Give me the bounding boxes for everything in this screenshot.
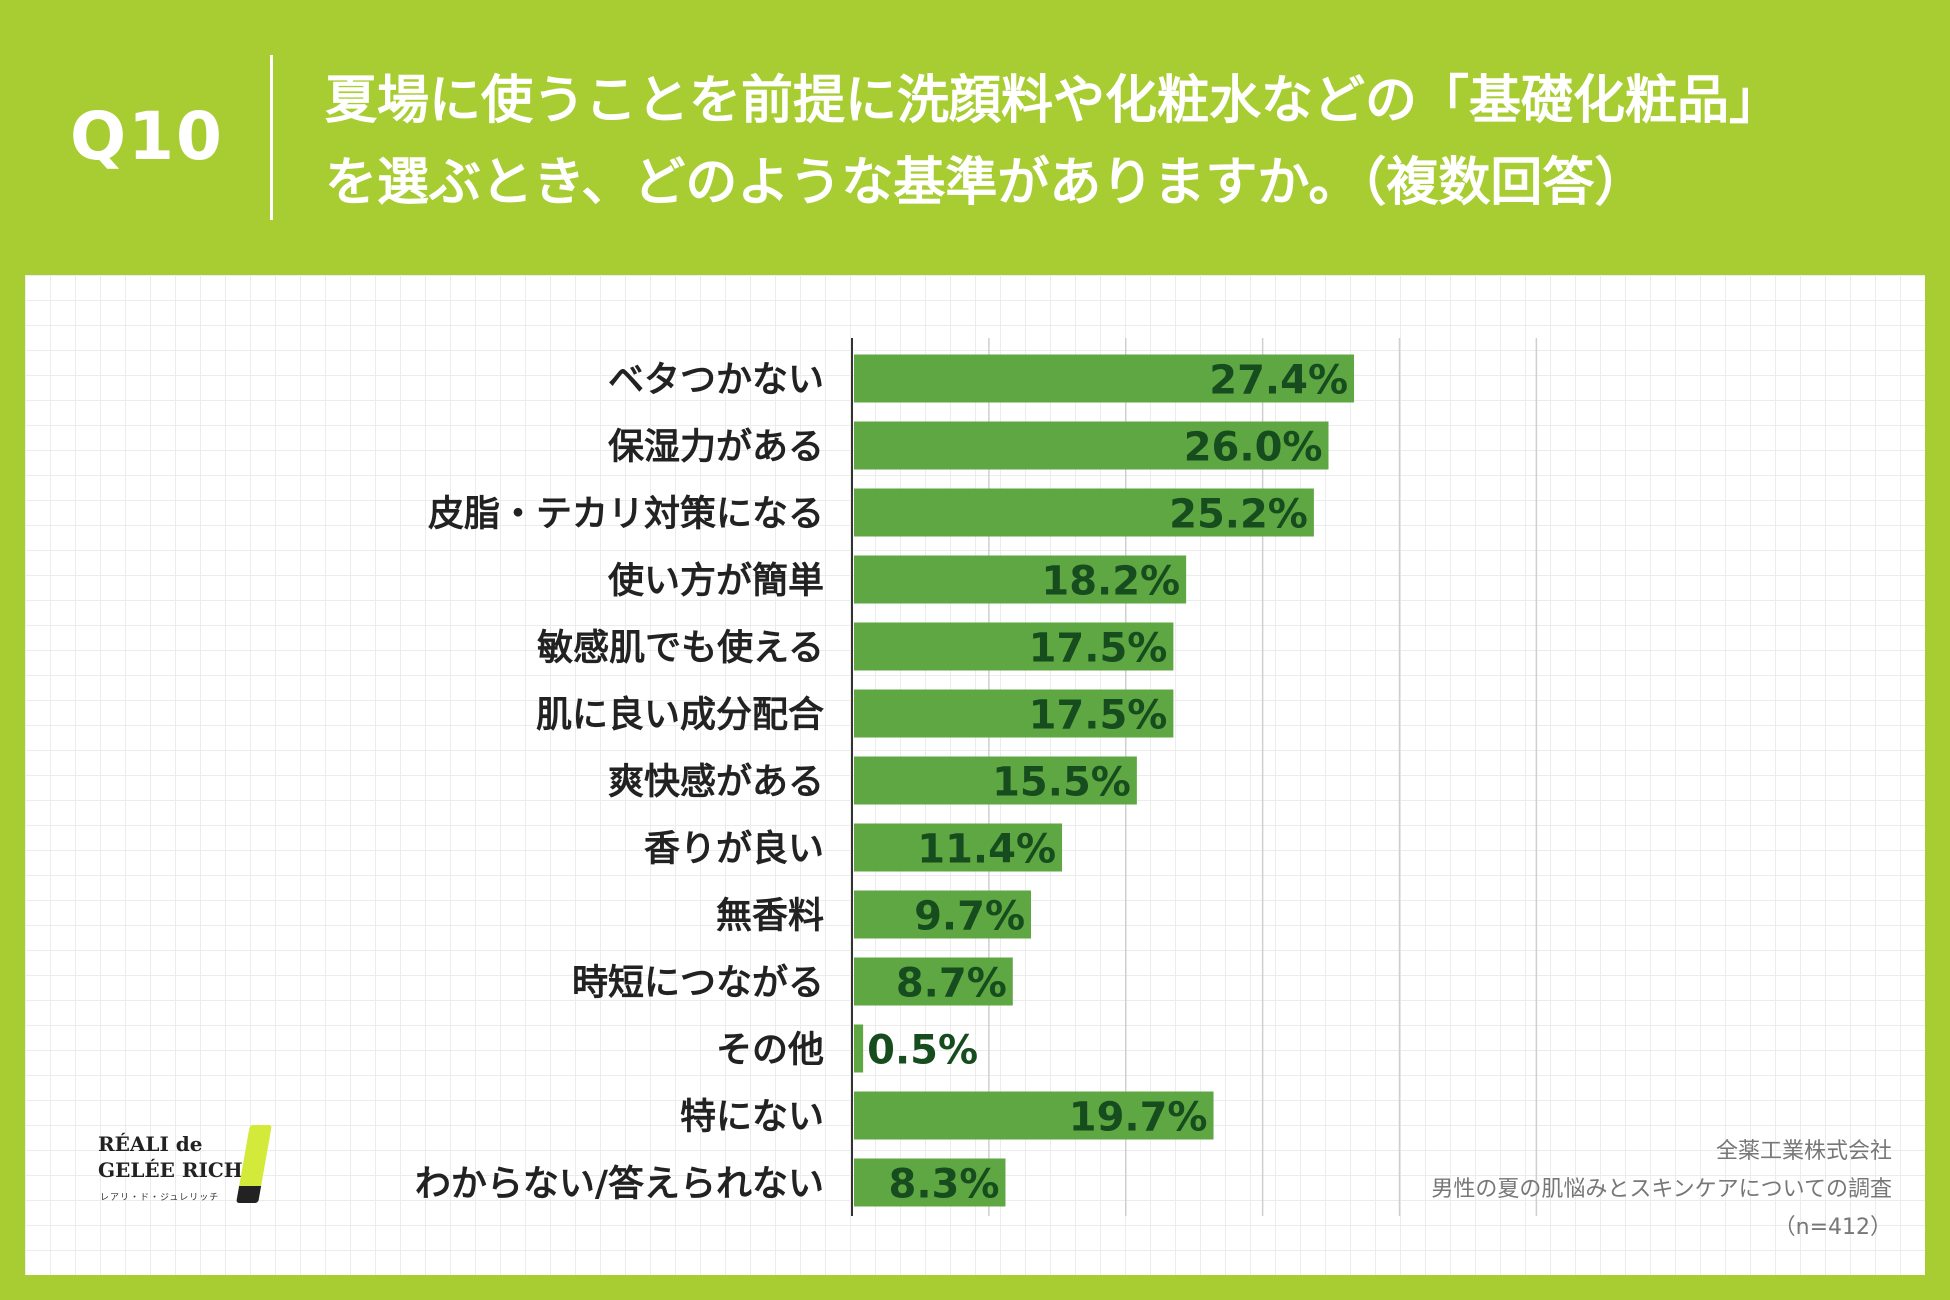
source-note: 全薬工業株式会社 男性の夏の肌悩みとスキンケアについての調査 （n=412） bbox=[1431, 1133, 1892, 1247]
bar-6 bbox=[854, 689, 1174, 738]
logo-subtitle: レアリ・ド・ジュレリッチ bbox=[100, 1193, 220, 1203]
bar-4 bbox=[854, 555, 1187, 604]
source-survey: 男性の夏の肌悩みとスキンケアについての調査 bbox=[1431, 1177, 1892, 1202]
category-label-12: 特にない bbox=[680, 1097, 824, 1138]
category-label-3: 皮脂・テカリ対策になる bbox=[428, 494, 824, 535]
question-title-line-2: を選ぶとき、どのような基準がありますか。（複数回答） bbox=[325, 153, 1647, 213]
bar-5 bbox=[854, 622, 1174, 671]
bar-9 bbox=[854, 890, 1032, 939]
category-label-4: 使い方が簡単 bbox=[608, 561, 824, 602]
category-label-2: 保湿力がある bbox=[608, 427, 824, 468]
bar-11 bbox=[854, 1024, 864, 1073]
bar-13 bbox=[854, 1158, 1006, 1207]
category-label-9: 無香料 bbox=[716, 896, 824, 937]
brand-logo: RÉALI de GELÉE RICH® レアリ・ド・ジュレリッチ bbox=[73, 1120, 303, 1230]
category-label-7: 爽快感がある bbox=[608, 762, 824, 803]
value-label-10: 8.7% bbox=[896, 961, 1007, 1007]
question-title: 夏場に使うことを前提に洗顔料や化粧水などの「基礎化粧品」 を選ぶとき、どのような… bbox=[325, 60, 1925, 224]
chart-panel: ベタつかない 27.4% 保湿力がある 26.0% 皮脂・テカリ対策になる 25.2% 使い… bbox=[25, 275, 1925, 1275]
category-label-5: 敏感肌でも使える bbox=[537, 628, 824, 669]
value-label-4: 18.2% bbox=[1041, 559, 1180, 605]
question-number: Q10 bbox=[70, 98, 224, 175]
category-label-13: わからない/答えられない bbox=[415, 1164, 824, 1205]
bar-7 bbox=[854, 756, 1137, 805]
bar-2 bbox=[854, 421, 1329, 470]
header: Q10 夏場に使うことを前提に洗顔料や化粧水などの「基礎化粧品」 を選ぶとき、ど… bbox=[0, 0, 1950, 270]
value-label-9: 9.7% bbox=[914, 894, 1025, 940]
value-label-8: 11.4% bbox=[917, 827, 1056, 873]
bar-1 bbox=[854, 354, 1355, 403]
category-label-6: 肌に良い成分配合 bbox=[536, 695, 824, 736]
value-label-11: 0.5% bbox=[867, 1028, 978, 1074]
category-label-11: その他 bbox=[716, 1030, 824, 1071]
value-label-13: 8.3% bbox=[889, 1162, 1000, 1208]
value-label-3: 25.2% bbox=[1169, 492, 1308, 538]
value-label-7: 15.5% bbox=[992, 760, 1131, 806]
source-sample: （n=412） bbox=[1773, 1215, 1892, 1240]
bar-chart: ベタつかない 27.4% 保湿力がある 26.0% 皮脂・テカリ対策になる 25.2% 使い… bbox=[415, 338, 1538, 1216]
source-company: 全薬工業株式会社 bbox=[1715, 1139, 1892, 1164]
value-label-12: 19.7% bbox=[1069, 1095, 1208, 1141]
bar-10 bbox=[854, 957, 1013, 1006]
value-label-5: 17.5% bbox=[1029, 626, 1168, 672]
category-label-10: 時短につながる bbox=[572, 963, 824, 1004]
value-label-6: 17.5% bbox=[1029, 693, 1168, 739]
logo-line-1: RÉALI de bbox=[98, 1132, 203, 1156]
bar-12 bbox=[854, 1091, 1214, 1140]
header-divider bbox=[270, 55, 273, 220]
value-label-1: 27.4% bbox=[1209, 358, 1348, 404]
logo-line-2: GELÉE RICH® bbox=[98, 1158, 263, 1182]
bar-3 bbox=[854, 488, 1314, 537]
bar-8 bbox=[854, 823, 1063, 872]
category-label-8: 香りが良い bbox=[644, 829, 824, 870]
value-label-2: 26.0% bbox=[1184, 425, 1323, 471]
category-label-1: ベタつかない bbox=[608, 360, 824, 401]
question-title-line-1: 夏場に使うことを前提に洗顔料や化粧水などの「基礎化粧品」 bbox=[325, 71, 1782, 131]
